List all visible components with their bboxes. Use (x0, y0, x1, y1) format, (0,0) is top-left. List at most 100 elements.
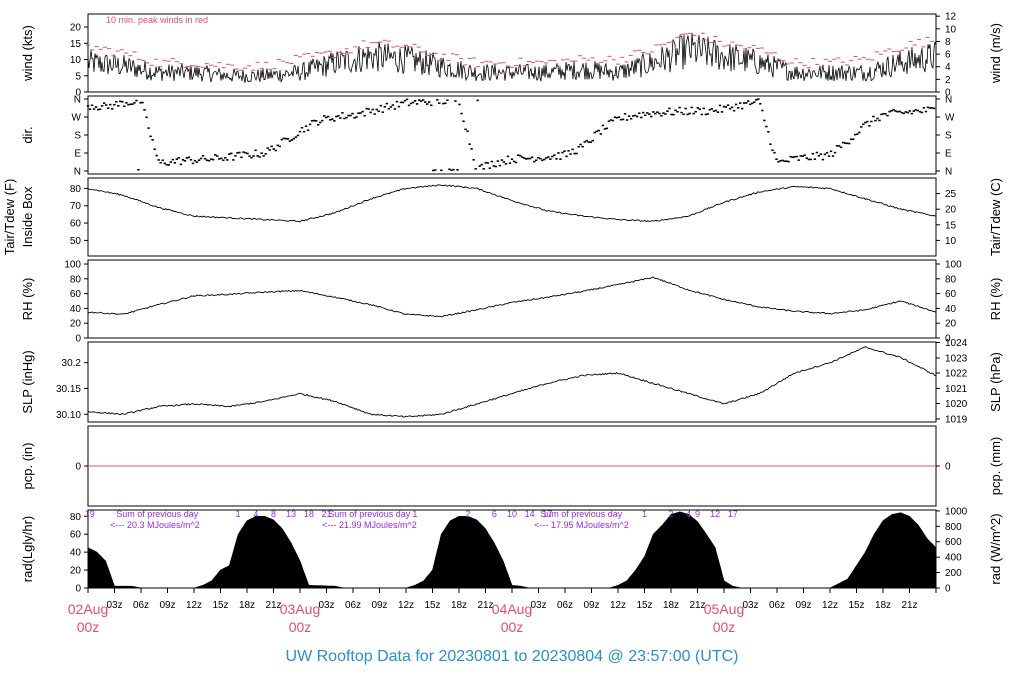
radiation-hour-label: 4 (686, 509, 691, 519)
radiation-hour-label: 17 (728, 509, 738, 519)
wind-tick-left-label: 5 (75, 71, 81, 82)
x-tick-label: 03z (106, 600, 122, 611)
radiation-panel (84, 509, 940, 589)
radiation-area (87, 511, 937, 589)
rh-tick-right-label: 20 (945, 319, 957, 330)
dir-tick-left-label: N (74, 167, 81, 178)
pressure-panel (84, 341, 940, 423)
x-tick-label: 18z (663, 600, 679, 611)
temperature-frame (87, 177, 937, 257)
x-tick-label: 15z (212, 600, 228, 611)
date-label: 03Aug (280, 601, 320, 617)
rh-line (87, 276, 937, 318)
page-title: UW Rooftop Data for 20230801 to 20230804… (285, 648, 739, 665)
radiation-tick-right-label: 800 (945, 522, 962, 533)
x-tick-label: 18z (451, 600, 467, 611)
dir-tick-left-label: W (72, 113, 82, 124)
wind-ylabel-right: wind (m/s) (988, 23, 1003, 84)
temperature-panel (84, 177, 940, 257)
pressure-tick-right-label: 1022 (945, 368, 968, 379)
pressure-tick-right-label: 1020 (945, 399, 968, 410)
radiation-hour-label: 6 (492, 509, 497, 519)
rh-tick-left-label: 80 (70, 274, 82, 285)
x-tick-label: 15z (636, 600, 652, 611)
rh-tick-left-label: 60 (70, 289, 82, 300)
date-label: 04Aug (492, 601, 532, 617)
radiation-hour-label: 17 (542, 509, 552, 519)
wind-tick-right-label: 6 (945, 50, 951, 61)
wind-tick-left-label: 20 (70, 23, 82, 34)
dir-tick-left-label: S (74, 131, 81, 142)
x-tick-label: 12z (398, 600, 414, 611)
temperature-tick-right-label: 15 (945, 220, 957, 231)
date-label: 02Aug (68, 601, 108, 617)
radiation-tick-left-label: 60 (70, 530, 82, 541)
x-tick-label: 09z (371, 600, 387, 611)
dir-tick-left-label: E (74, 149, 81, 160)
x-tick-label: 03z (318, 600, 334, 611)
wind-note: 10 min. peak winds in red (106, 15, 208, 25)
direction-ylabel-left: dir. (20, 126, 35, 143)
temperature-tick-right-label: 20 (945, 205, 957, 216)
precip-panel (84, 425, 940, 507)
radiation-tick-right-label: 200 (945, 568, 962, 579)
x-tick-label: 03z (742, 600, 758, 611)
radiation-hour-label: 2 (668, 509, 673, 519)
date-label-time: 00z (289, 619, 312, 635)
radiation-tick-right-label: 1000 (945, 506, 968, 517)
rh-tick-right-label: 40 (945, 304, 957, 315)
x-tick-label: 06z (557, 600, 573, 611)
rh-tick-right-label: 100 (945, 260, 962, 271)
wind-panel (84, 13, 940, 93)
precip-tick-left-label: 0 (75, 462, 81, 473)
precip-ylabel-right: pcp. (mm) (988, 437, 1003, 496)
pressure-line (87, 346, 937, 418)
x-tick-label: 21z (265, 600, 281, 611)
x-tick-label: 09z (159, 600, 175, 611)
radiation-ylabel-left: rad(Lgly/hr) (20, 516, 35, 582)
wind-tick-left-label: 15 (70, 39, 82, 50)
date-label-time: 00z (77, 619, 100, 635)
radiation-annotation-line2: <--- 21.99 MJoules/m^2 (322, 520, 417, 530)
radiation-hour-label: 13 (286, 509, 296, 519)
temperature-ylabel-left: Tair/Tdew (F) (2, 179, 17, 256)
temperature-ylabel-right: Tair/Tdew (C) (988, 178, 1003, 256)
radiation-hour-label: 9 (695, 509, 700, 519)
rh-tick-right-label: 80 (945, 274, 957, 285)
wind-frame (87, 13, 937, 93)
rh-tick-left-label: 40 (70, 304, 82, 315)
rh-tick-left-label: 100 (64, 260, 81, 271)
wind-mean-line (87, 32, 937, 83)
temperature-tick-left-label: 60 (70, 219, 82, 230)
wind-ylabel-left: wind (kts) (20, 25, 35, 82)
wind-tick-right-label: 8 (945, 37, 951, 48)
pressure-tick-left-label: 30.2 (62, 358, 82, 369)
rh-panel (84, 259, 940, 339)
rh-ylabel-right: RH (%) (988, 278, 1003, 321)
x-tick-label: 15z (424, 600, 440, 611)
x-tick-label: 21z (901, 600, 917, 611)
wind-tick-right-label: 12 (945, 12, 957, 23)
radiation-hour-label: 21 (321, 509, 331, 519)
dir-tick-right-label: W (945, 113, 955, 124)
radiation-hour-label: 14 (525, 509, 535, 519)
radiation-hour-label: 4 (253, 509, 258, 519)
pressure-ylabel-left: SLP (inHg) (20, 350, 35, 413)
x-tick-label: 12z (186, 600, 202, 611)
x-tick-label: 21z (477, 600, 493, 611)
pressure-tick-left-label: 30.10 (56, 410, 81, 421)
radiation-hour-label: 1 (642, 509, 647, 519)
rh-tick-right-label: 0 (945, 334, 951, 345)
x-tick-label: 09z (583, 600, 599, 611)
radiation-hour-label: 19 (85, 509, 95, 519)
radiation-hour-label: 18 (304, 509, 314, 519)
x-tick-label: 06z (769, 600, 785, 611)
pressure-tick-right-label: 1024 (945, 338, 968, 349)
wind-tick-right-label: 4 (945, 62, 951, 73)
rh-ylabel-left: RH (%) (20, 278, 35, 321)
pressure-ylabel-right: SLP (hPa) (988, 352, 1003, 412)
pressure-frame (87, 341, 937, 423)
dir-tick-left-label: N (74, 95, 81, 106)
date-label: 05Aug (704, 601, 744, 617)
